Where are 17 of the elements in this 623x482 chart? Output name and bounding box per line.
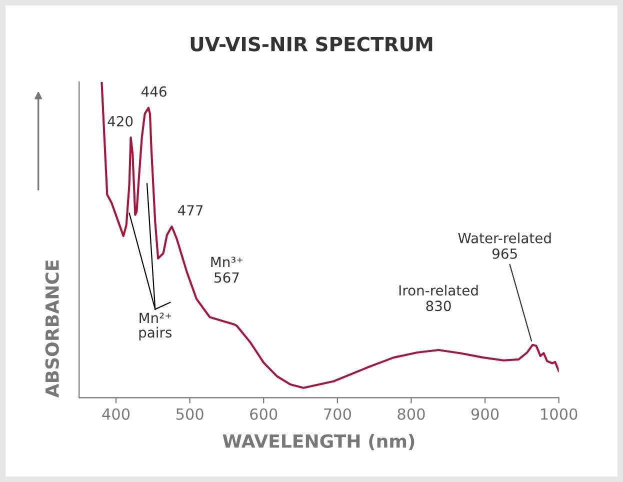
annotation: Iron-related 830	[399, 284, 478, 312]
x-tick-label: 600	[250, 408, 278, 420]
y-axis-title: ABSORBANCE	[45, 260, 59, 398]
annotation: 446	[141, 86, 166, 97]
chart-title: UV-VIS-NIR SPECTRUM	[190, 36, 432, 52]
annotation: 420	[108, 116, 133, 126]
x-tick-label: 800	[398, 408, 425, 420]
annotation: Mn³⁺ 567	[211, 256, 243, 283]
x-axis-title: WAVELENGTH (nm)	[222, 434, 414, 450]
x-tick-label: 1000	[541, 408, 578, 420]
x-tick-label: 700	[324, 408, 351, 420]
x-tick-label: 400	[102, 408, 130, 420]
x-tick-label: 900	[471, 408, 499, 420]
annotation: Mn²⁺ pairs	[139, 312, 172, 340]
annotation: Water-related 965	[458, 232, 551, 259]
x-tick-label: 500	[176, 408, 204, 420]
annotation: 477	[178, 205, 203, 216]
